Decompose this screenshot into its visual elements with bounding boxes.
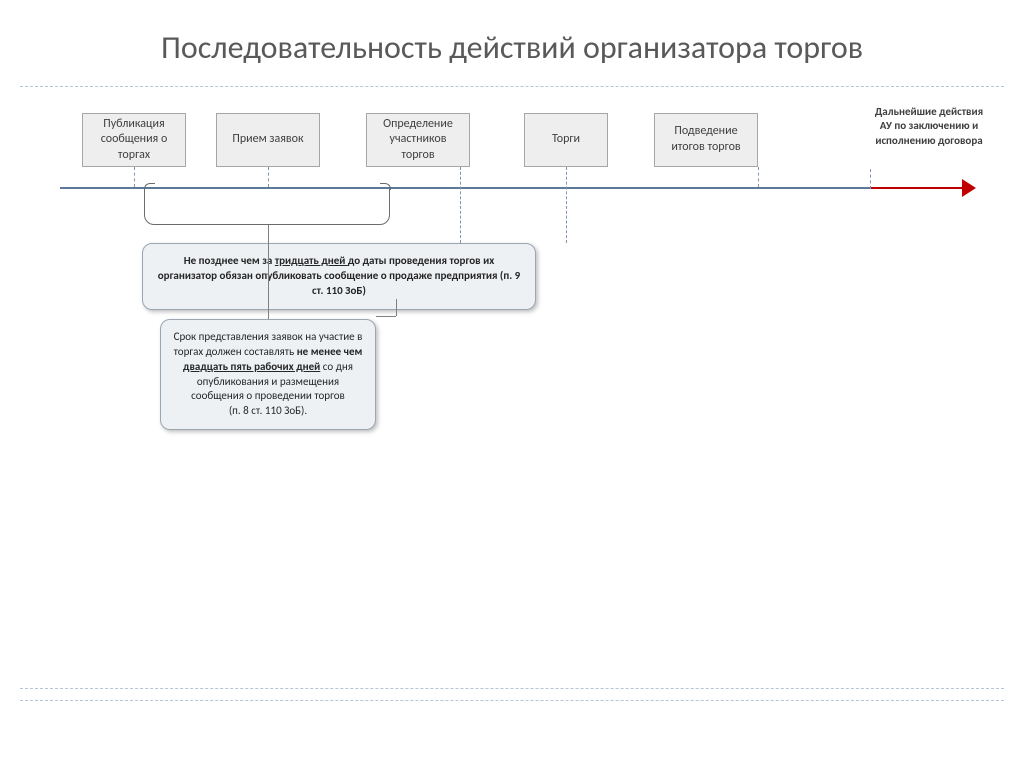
title-divider [20, 86, 1004, 87]
bottom-divider-0 [20, 688, 1004, 689]
connector-1 [376, 316, 396, 317]
timeline-arrowhead [962, 179, 976, 197]
stage-publish: Публикация сообщения о торгах [82, 113, 186, 167]
note-25days: Срок представления заявок на участие в т… [160, 319, 376, 430]
stage-define: Определение участников торгов [366, 113, 470, 167]
stage-results: Подведение итогов торгов [654, 113, 758, 167]
drop-dash-2 [460, 167, 461, 243]
connector-2 [396, 299, 397, 316]
stage-apply: Прием заявок [216, 113, 320, 167]
stage-auction: Торги [524, 113, 608, 167]
drop-dash-1 [268, 167, 269, 187]
drop-dash-5 [870, 169, 871, 189]
bottom-divider-1 [20, 700, 1004, 701]
drop-dash-3 [566, 167, 567, 243]
timeline-bracket [144, 189, 390, 225]
connector-0 [268, 225, 269, 319]
note-30days: Не позднее чем за тридцать дней до даты … [142, 243, 536, 310]
page-title: Последовательность действий организатора… [0, 0, 1024, 78]
timeline-diagram: Публикация сообщения о торгах Прием заяво… [0, 95, 1024, 615]
end-label: Дальнейшие действия АУ по заключению и и… [870, 105, 988, 148]
drop-dash-0 [134, 167, 135, 187]
timeline-red-segment [870, 187, 966, 189]
drop-dash-4 [758, 167, 759, 187]
